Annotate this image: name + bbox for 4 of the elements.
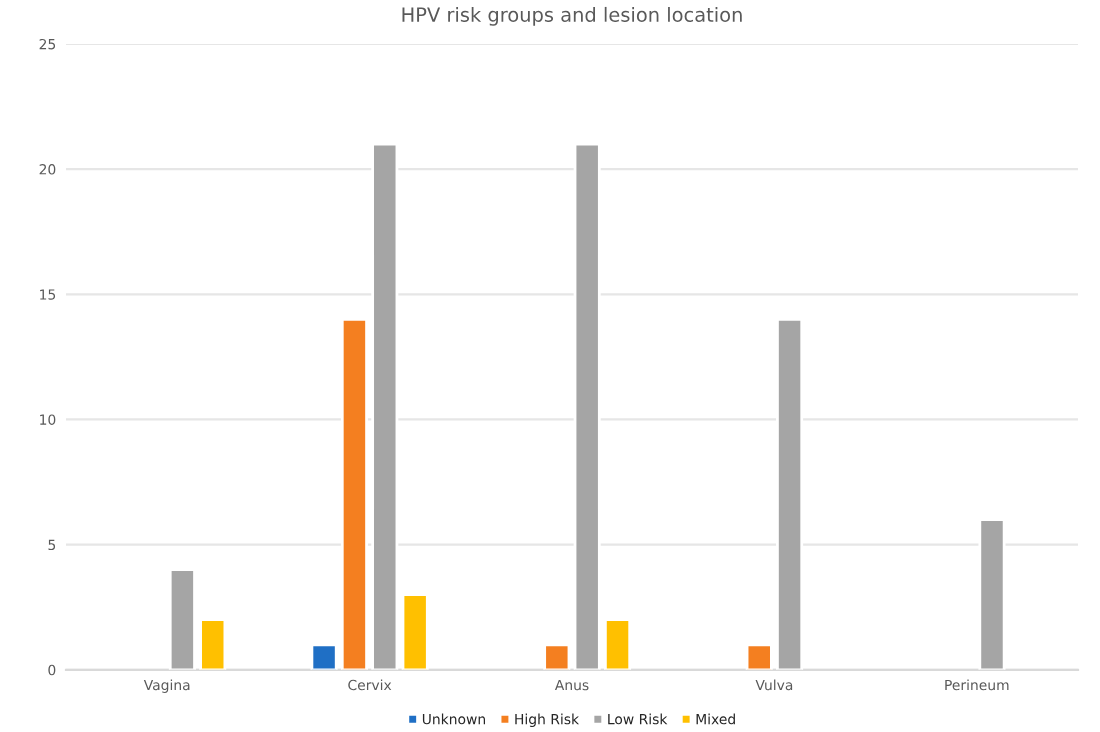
bar — [401, 593, 429, 670]
chart-title: HPV risk groups and lesion location — [402, 6, 742, 26]
bar — [978, 518, 1006, 670]
bar — [543, 643, 571, 670]
